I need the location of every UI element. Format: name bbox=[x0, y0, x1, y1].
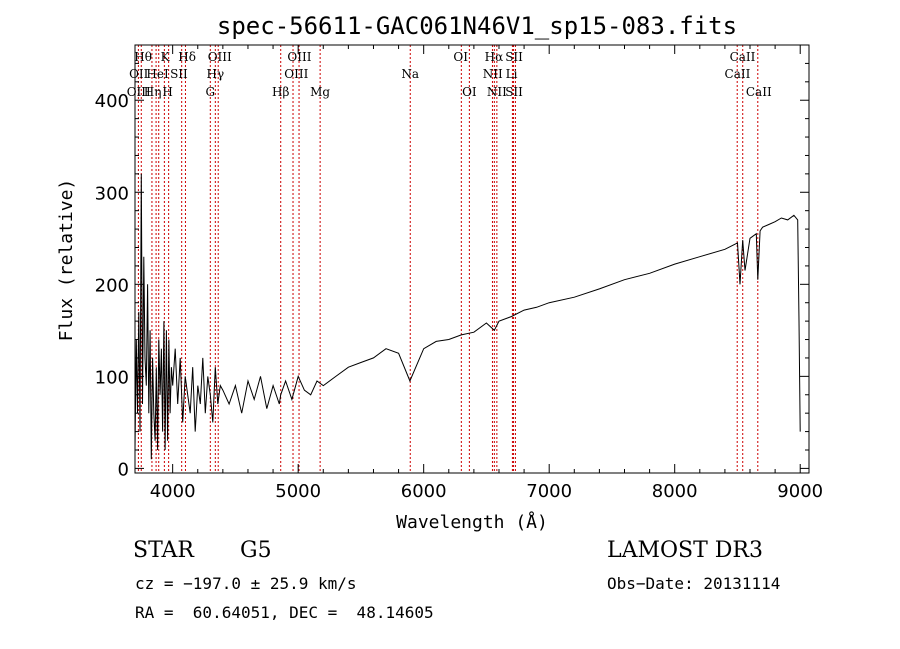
y-tick-label: 400 bbox=[95, 91, 129, 112]
line-label: Hα bbox=[485, 50, 504, 64]
plot-frame bbox=[134, 44, 810, 474]
line-label: HeI bbox=[146, 67, 169, 81]
line-label: OIII bbox=[208, 50, 232, 64]
x-tick-label: 6000 bbox=[401, 481, 447, 502]
redshift-cz: cz = −197.0 ± 25.9 km/s bbox=[135, 574, 357, 593]
line-label: SII bbox=[505, 50, 523, 64]
ra-dec: RA = 60.64051, DEC = 48.14605 bbox=[135, 603, 434, 622]
line-markers bbox=[137, 45, 759, 473]
x-tick-label: 9000 bbox=[777, 481, 823, 502]
line-label: H bbox=[162, 85, 172, 99]
object-class: STAR bbox=[133, 538, 194, 563]
x-axis-ticks: 4000 5000 6000 7000 8000 9000 bbox=[150, 45, 823, 502]
y-axis-ticks: 0 100 200 300 400 bbox=[95, 62, 809, 480]
line-label: CaII bbox=[730, 50, 756, 64]
y-tick-label: 200 bbox=[95, 275, 129, 296]
line-label: K bbox=[161, 50, 171, 64]
line-label: Li bbox=[506, 67, 518, 81]
y-tick-label: 0 bbox=[118, 459, 129, 480]
object-subclass: G5 bbox=[240, 538, 272, 563]
line-label: CaII bbox=[725, 67, 751, 81]
line-label: G bbox=[206, 85, 216, 99]
x-tick-label: 7000 bbox=[526, 481, 572, 502]
y-tick-label: 300 bbox=[95, 183, 129, 204]
spectrum-line bbox=[134, 173, 801, 460]
chart-title: spec-56611-GAC061N46V1_sp15-083.fits bbox=[217, 12, 737, 40]
y-axis-label: Flux (relative) bbox=[56, 179, 77, 342]
spectrum-chart: spec-56611-GAC061N46V1_sp15-083.fits Hθ K… bbox=[56, 12, 823, 533]
x-tick-label: 8000 bbox=[652, 481, 698, 502]
line-label: NII bbox=[487, 85, 507, 99]
line-label: SII bbox=[170, 67, 188, 81]
line-label: OIII bbox=[287, 50, 311, 64]
line-label: CaII bbox=[746, 85, 772, 99]
line-label: Hη bbox=[144, 85, 162, 99]
line-label: Hβ bbox=[272, 85, 289, 99]
line-label: Mg bbox=[310, 85, 330, 99]
line-label: OII bbox=[129, 67, 149, 81]
survey-name: LAMOST DR3 bbox=[607, 538, 763, 563]
line-label: SII bbox=[505, 85, 523, 99]
line-label: Hδ bbox=[178, 50, 196, 64]
line-label: OIII bbox=[284, 67, 308, 81]
y-tick-label: 100 bbox=[95, 367, 129, 388]
x-axis-label: Wavelength (Å) bbox=[396, 511, 548, 533]
line-label: OI bbox=[453, 50, 468, 64]
line-label: OI bbox=[462, 85, 477, 99]
line-label: OIII bbox=[127, 85, 151, 99]
obs-date: Obs−Date: 20131114 bbox=[607, 574, 781, 593]
x-tick-label: 4000 bbox=[150, 481, 196, 502]
line-label: Hθ bbox=[134, 50, 152, 64]
x-tick-label: 5000 bbox=[275, 481, 321, 502]
line-label: NII bbox=[483, 67, 503, 81]
line-label: Hγ bbox=[207, 67, 225, 81]
line-label: Na bbox=[401, 67, 419, 81]
